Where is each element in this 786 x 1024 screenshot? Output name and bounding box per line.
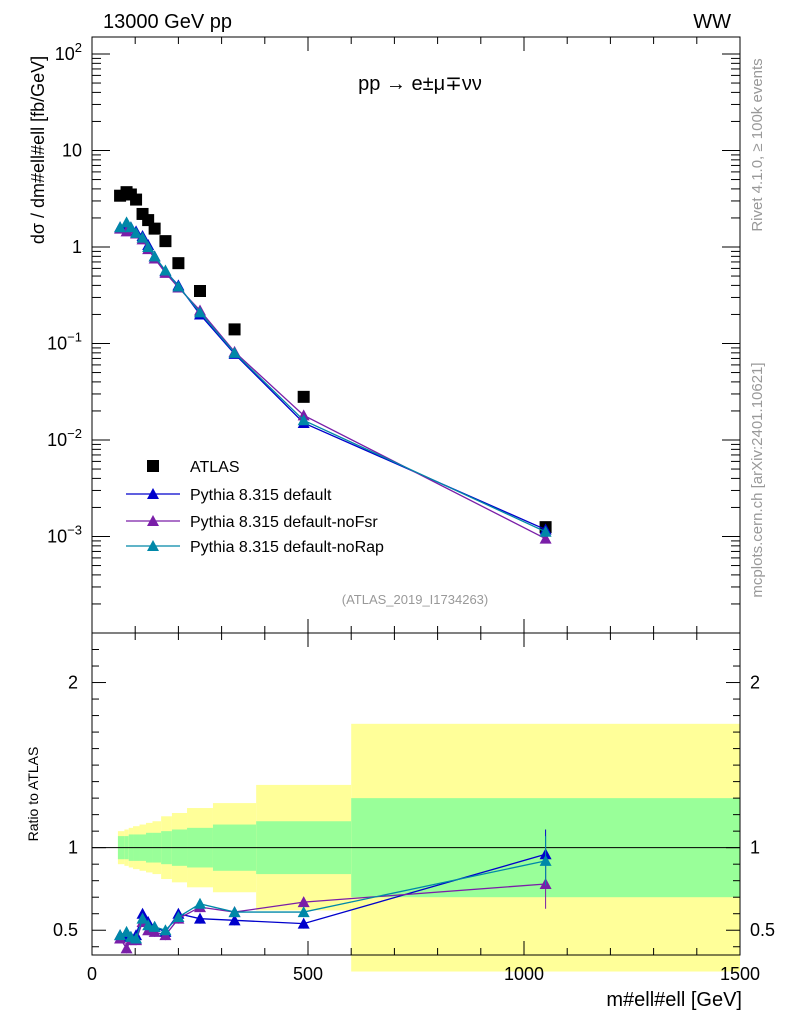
atlas-data-point	[172, 257, 185, 270]
ratio-point	[297, 917, 310, 929]
series-line	[119, 224, 546, 531]
ratio-point	[130, 932, 143, 944]
plot-frames	[91, 36, 741, 956]
x-tick-label: 1000	[504, 964, 544, 984]
series-point	[148, 250, 161, 262]
analysis-label: (ATLAS_2019_I1734263)	[342, 592, 488, 607]
atlas-data-point	[297, 390, 310, 403]
ratio-series	[114, 829, 552, 954]
legend-label: Pythia 8.315 default-noRap	[190, 539, 384, 556]
ratio-point	[228, 906, 241, 918]
y-tick-label: 10−3	[47, 522, 82, 546]
x-axis-label: m#ell#ell [GeV]	[606, 989, 742, 1011]
series-point	[194, 306, 206, 318]
series-point	[172, 280, 185, 292]
y-tick-label: 2	[68, 673, 78, 693]
series-point	[297, 414, 310, 426]
series-line	[119, 227, 546, 540]
series-point	[124, 221, 137, 233]
x-tick-label: 0	[87, 964, 97, 984]
y-tick-label: 10−2	[47, 426, 82, 450]
ratio-point	[539, 854, 552, 866]
ratio-point	[194, 897, 206, 909]
ratio-point	[297, 896, 310, 908]
process-tag: WW	[693, 11, 731, 33]
series-point	[136, 231, 149, 243]
rivet-version-label: Rivet 4.1.0, ≥ 100k events	[749, 58, 766, 231]
atlas-data-point	[130, 193, 143, 206]
series-point	[130, 226, 143, 238]
y-tick-label-right: 0.5	[750, 920, 775, 940]
legend: ATLAS Pythia 8.315 default Pythia 8.315 de…	[126, 459, 384, 556]
y-tick-label: 102	[55, 40, 82, 64]
series-point	[539, 525, 552, 537]
y-tick-label: 1	[68, 838, 78, 858]
ratio-point	[159, 924, 172, 936]
atlas-data-point	[148, 222, 161, 235]
ratio-point	[114, 929, 127, 941]
y-tick-label: 1	[72, 237, 82, 257]
series-point	[142, 240, 155, 252]
ratio-point	[136, 912, 149, 924]
ratio-point	[228, 914, 241, 926]
x-tick-label: 500	[293, 964, 323, 984]
series-point	[539, 532, 552, 544]
x-tick-label: 1500	[720, 964, 760, 984]
ratio-point	[297, 906, 310, 918]
main-series	[114, 186, 552, 544]
y-tick-label: 10−1	[47, 329, 82, 353]
ratio-point	[120, 942, 133, 954]
y-tick-label: 0.5	[53, 920, 78, 940]
series-point	[114, 221, 127, 233]
legend-label: Pythia 8.315 default	[190, 487, 332, 504]
mcplots-label: mcplots.cern.ch [arXiv:2401.10621]	[749, 362, 766, 597]
ratio-point	[194, 912, 206, 924]
ratio-y-axis-label: Ratio to ATLAS	[25, 747, 41, 842]
y-tick-label-right: 2	[750, 673, 760, 693]
legend-label: ATLAS	[190, 459, 240, 476]
series-point	[228, 346, 241, 358]
ratio-plot-frame	[91, 632, 741, 956]
axis-ticks: 0 500 1000 1500 10−3 10−2 10−1 1 10 102 0.5 0.5 1 1 2 2	[47, 37, 775, 984]
atlas-data-point	[159, 235, 172, 248]
main-y-axis-label: dσ / dm#ell#ell [fb/GeV]	[28, 56, 48, 244]
legend-label: Pythia 8.315 default-noFsr	[190, 514, 378, 531]
legend-marker	[147, 515, 159, 526]
atlas-data-point	[228, 323, 241, 336]
plot-title: pp → e±μ∓νν	[358, 73, 482, 95]
atlas-data-point	[194, 284, 206, 297]
ratio-point	[172, 911, 185, 923]
series-point	[159, 264, 172, 276]
energy-label: 13000 GeV pp	[103, 11, 232, 33]
ratio-point	[148, 920, 161, 932]
legend-marker-atlas	[147, 460, 159, 472]
legend-marker	[147, 540, 159, 551]
legend-marker	[147, 488, 159, 499]
y-tick-label: 10	[62, 140, 82, 160]
y-tick-label-right: 1	[750, 838, 760, 858]
